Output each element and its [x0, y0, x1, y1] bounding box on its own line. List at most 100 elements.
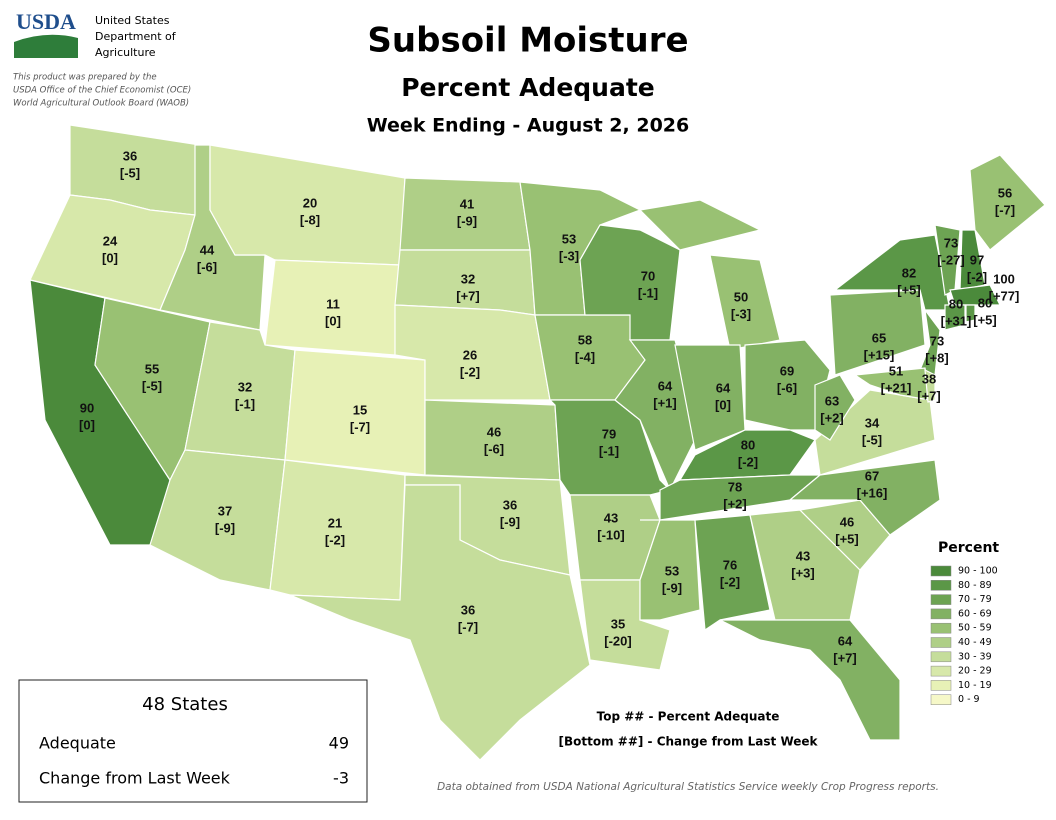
state — [814, 374, 856, 441]
state-value: 56 — [998, 185, 1012, 200]
state-change: [+1] — [653, 395, 676, 410]
legend-swatch — [930, 665, 952, 677]
state-change: [-9] — [662, 580, 682, 595]
state-change: [-2] — [967, 269, 987, 284]
state-change: [+5] — [835, 531, 858, 546]
legend-label: 30 - 39 — [958, 651, 992, 662]
state-change: [+5] — [973, 312, 996, 327]
legend-swatch — [930, 594, 952, 605]
title: Subsoil Moisture — [367, 21, 688, 61]
state-value: 76 — [723, 557, 737, 572]
state — [394, 304, 551, 401]
state-change: [-4] — [575, 349, 595, 364]
state-change: [+8] — [925, 350, 948, 365]
state-change: [-7] — [350, 419, 370, 434]
date-line: Week Ending - August 2, 2026 — [367, 115, 689, 137]
state-value: 70 — [641, 268, 655, 283]
state — [969, 154, 1046, 251]
state-value: 36 — [123, 148, 137, 163]
state-value: 58 — [578, 332, 592, 347]
state-value: 20 — [303, 195, 317, 210]
state-value: 67 — [865, 468, 879, 483]
state-change: [+7] — [456, 288, 479, 303]
state — [829, 289, 926, 376]
legend-swatch — [930, 580, 952, 591]
state — [814, 389, 936, 476]
state — [853, 367, 931, 401]
state-value: 46 — [487, 424, 501, 439]
state-value: 64 — [658, 378, 673, 393]
state-change: [+15] — [864, 347, 895, 362]
state-value: 36 — [503, 497, 517, 512]
note: World Agricultural Outlook Board (WAOB) — [13, 99, 189, 109]
state-change: [+7] — [917, 388, 940, 403]
state-change: [-6] — [197, 259, 217, 274]
legend-label: 10 - 19 — [958, 680, 992, 691]
state — [289, 484, 591, 761]
state-value: 44 — [200, 242, 215, 257]
state-change: [+21] — [881, 380, 912, 395]
summary-label: Change from Last Week — [39, 769, 231, 788]
state-value: 50 — [734, 289, 748, 304]
state-value: 46 — [840, 514, 854, 529]
state-change: [-2] — [738, 454, 758, 469]
state-change: [+2] — [820, 410, 843, 425]
legend-label: 60 - 69 — [958, 608, 992, 619]
state-change: [-10] — [597, 527, 624, 542]
state-value: 69 — [780, 363, 794, 378]
note: USDA Office of the Chief Economist (OCE) — [13, 86, 191, 96]
state-change: [-7] — [458, 619, 478, 634]
state — [959, 229, 986, 291]
state-change: [+31] — [941, 313, 972, 328]
states — [29, 124, 1046, 761]
state-change: [-1] — [235, 396, 255, 411]
state-change: [0] — [102, 250, 118, 265]
state-value: 82 — [902, 265, 916, 280]
state-change: [-8] — [300, 212, 320, 227]
state — [944, 304, 966, 331]
state-value: 97 — [970, 252, 984, 267]
logo: USDA — [16, 9, 76, 34]
state-change: [-2] — [325, 532, 345, 547]
legend-swatch — [930, 622, 952, 634]
summary-value: 49 — [329, 734, 349, 753]
summary-box — [18, 679, 368, 803]
state-value: 79 — [602, 426, 616, 441]
state-value: 64 — [716, 380, 731, 395]
logo-field — [14, 34, 78, 58]
legend-label: 50 - 59 — [958, 623, 992, 634]
state-value: 38 — [922, 371, 936, 386]
state-value: 90 — [80, 400, 94, 415]
state-change: [+7] — [833, 650, 856, 665]
state-value: 26 — [463, 347, 477, 362]
state — [949, 284, 1001, 306]
state-value: 35 — [611, 616, 625, 631]
state-change: [-3] — [731, 306, 751, 321]
key: [Bottom ##] - Change from Last Week — [558, 735, 818, 749]
state-value: 34 — [865, 415, 880, 430]
state-value: 65 — [872, 330, 886, 345]
state-value: 80 — [949, 296, 963, 311]
state — [424, 399, 561, 481]
state-change: [0] — [79, 417, 95, 432]
state — [924, 368, 936, 403]
state-change: [-1] — [599, 443, 619, 458]
state-change: [-9] — [457, 213, 477, 228]
legend: 90 - 100 80 - 89 70 - 79 60 - 69 50 - 59 40 -… — [930, 566, 998, 705]
state-value: 41 — [460, 196, 474, 211]
state-value: 43 — [796, 548, 810, 563]
state-value: 24 — [103, 233, 118, 248]
state-change: [-20] — [604, 633, 631, 648]
state-change: [-3] — [559, 248, 579, 263]
state-value: 53 — [562, 231, 576, 246]
state-change: [-27] — [937, 252, 964, 267]
agency: United States — [95, 14, 170, 27]
state-change: [-6] — [484, 441, 504, 456]
state-labels: 36 [-5] 24 [0] 90 [0] 44 [-6] 55 [-5] 20 [-8] 11 [0] 3… — [79, 148, 1019, 665]
state — [749, 509, 861, 621]
state-value: 32 — [238, 379, 252, 394]
state — [719, 619, 901, 741]
state-change: [+2] — [723, 496, 746, 511]
summary-value: -3 — [333, 769, 349, 788]
